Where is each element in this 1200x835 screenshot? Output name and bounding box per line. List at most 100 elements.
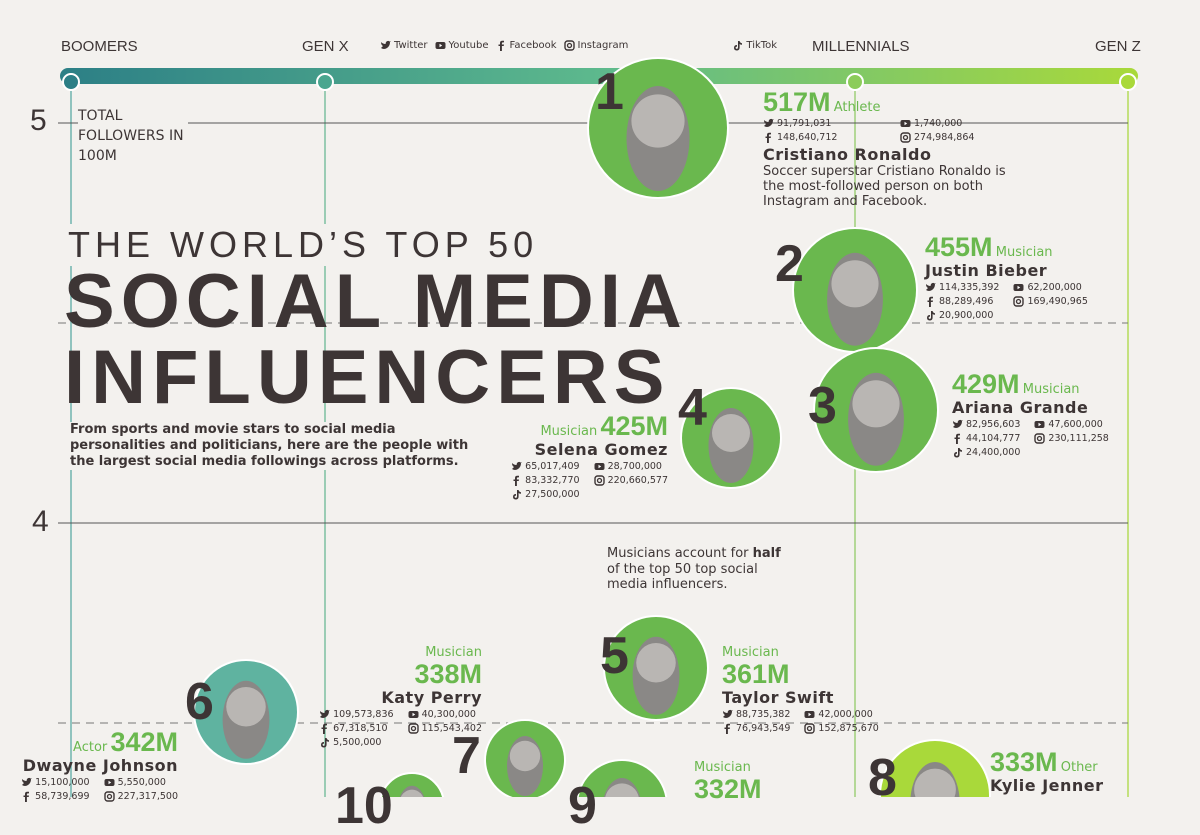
stat: 91,791,031	[763, 118, 886, 129]
annotation: Musicians account for half of the top 50…	[607, 546, 787, 593]
icon	[321, 738, 330, 748]
category: Musician	[995, 245, 1053, 260]
stat: 28,700,000	[594, 461, 668, 472]
generation: MILLENNIALS	[812, 38, 910, 55]
rank: 3	[808, 377, 837, 435]
total: 361M	[722, 659, 790, 689]
title: SOCIAL MEDIA	[64, 259, 688, 344]
stat-value: 109,573,836	[333, 709, 394, 720]
icon-shape	[563, 40, 575, 51]
influencer-info: Musician 361M Taylor Swift 88,735,382 42,000…	[722, 645, 879, 736]
stat-value: 28,700,000	[607, 461, 662, 472]
rank: 5	[600, 627, 629, 685]
icon	[954, 433, 960, 444]
photo-bg	[379, 772, 445, 797]
legend-label: Youtube	[448, 40, 489, 51]
stat-value: 62,200,000	[1027, 282, 1082, 293]
icon	[926, 282, 936, 291]
icon-shape	[734, 41, 743, 51]
total-line: 338M	[319, 660, 482, 688]
icon-shape	[598, 464, 601, 469]
influencer-info: 333M Other Kylie Jenner	[990, 748, 1104, 795]
icon-shape	[410, 725, 416, 732]
stat: 65,017,409	[511, 461, 580, 472]
stat: 44,104,777	[952, 433, 1020, 444]
total: 333M	[990, 747, 1058, 777]
influencer-info: 455M Musician Justin Bieber 114,335,392 62,…	[925, 233, 1088, 323]
stats: 82,956,603 47,600,000 44,104,777 230,111,25…	[952, 419, 1109, 458]
icon	[953, 419, 963, 428]
stats: 109,573,836 40,300,000 67,318,510 115,543,4…	[319, 709, 482, 748]
icon-shape	[1038, 422, 1042, 427]
legend-item: TikTok	[732, 40, 777, 51]
stat: 67,318,510	[319, 723, 393, 734]
icon-shape	[593, 475, 605, 486]
icon-shape	[927, 296, 933, 307]
legend-item: Youtube	[435, 40, 489, 51]
stat-value: 83,332,770	[525, 475, 580, 486]
icon	[594, 463, 605, 470]
stat: 169,490,965	[1013, 296, 1088, 307]
legend-item: Facebook	[496, 40, 557, 51]
icon	[407, 723, 419, 734]
category: Actor	[73, 740, 108, 755]
stat: 148,640,712	[763, 132, 886, 143]
stat-value: 114,335,392	[939, 282, 1000, 293]
stat-value: 148,640,712	[777, 132, 838, 143]
photo	[509, 740, 541, 772]
title: INFLUENCERS	[64, 335, 671, 420]
icon-shape	[927, 311, 935, 321]
generation: BOOMERS	[61, 38, 138, 55]
category: Musician	[694, 760, 751, 775]
icon	[320, 709, 331, 718]
icon-shape	[1013, 296, 1025, 307]
stat-value: 47,600,000	[1048, 419, 1103, 430]
stat: 82,956,603	[952, 419, 1020, 430]
stat-value: 220,660,577	[607, 475, 668, 486]
icon	[498, 40, 504, 51]
legend-item: Instagram	[563, 40, 628, 51]
stat: 88,735,382	[722, 709, 790, 720]
stat: 220,660,577	[593, 475, 668, 486]
total: 455M	[925, 232, 993, 262]
total-line: 333M Other	[990, 748, 1104, 776]
rank: 4	[678, 379, 707, 437]
rank: 8	[868, 749, 897, 807]
stat-value: 152,875,670	[818, 723, 879, 734]
icon	[104, 779, 115, 786]
icon	[954, 448, 962, 458]
photo	[631, 94, 685, 148]
stats: 88,735,382 42,000,000 76,943,549 152,875,67…	[722, 709, 879, 734]
icon-shape	[439, 43, 442, 48]
stat-value: 5,500,000	[333, 737, 382, 748]
photo	[605, 783, 639, 797]
stat: 76,943,549	[722, 723, 790, 734]
stat-value: 65,017,409	[525, 461, 580, 472]
icon-shape	[902, 134, 909, 141]
icon-shape	[412, 712, 415, 717]
icon-shape	[724, 723, 730, 734]
total-line: 332M	[694, 775, 762, 803]
stat: 15,100,000	[21, 777, 90, 788]
stats: 114,335,392 62,200,000 88,289,496 169,490,9…	[925, 282, 1088, 321]
icon-shape	[513, 490, 522, 500]
stat-value: 169,490,965	[1027, 296, 1088, 307]
icon-shape	[954, 448, 962, 458]
axis-label: TOTAL FOLLOWERS IN 100M	[78, 106, 188, 166]
category: Musician	[540, 424, 598, 439]
stat-value: 40,300,000	[421, 709, 476, 720]
total: 332M	[694, 774, 762, 804]
stat: 40,300,000	[408, 709, 482, 720]
stat-value: 15,100,000	[35, 777, 90, 788]
photo	[852, 380, 900, 428]
icon-shape	[900, 132, 911, 143]
gen-dot	[316, 73, 334, 91]
page: BOOMERS GEN X MILLENNIALS GEN Z Twitter Y…	[21, 38, 1141, 832]
total: 429M	[952, 369, 1020, 399]
total-line: 517M Athlete	[763, 88, 1023, 116]
photo	[636, 643, 676, 683]
total-line: Actor 342M	[21, 728, 178, 756]
icon-shape	[108, 780, 111, 785]
icon-shape	[321, 723, 328, 734]
stat-value: 76,943,549	[736, 723, 791, 734]
